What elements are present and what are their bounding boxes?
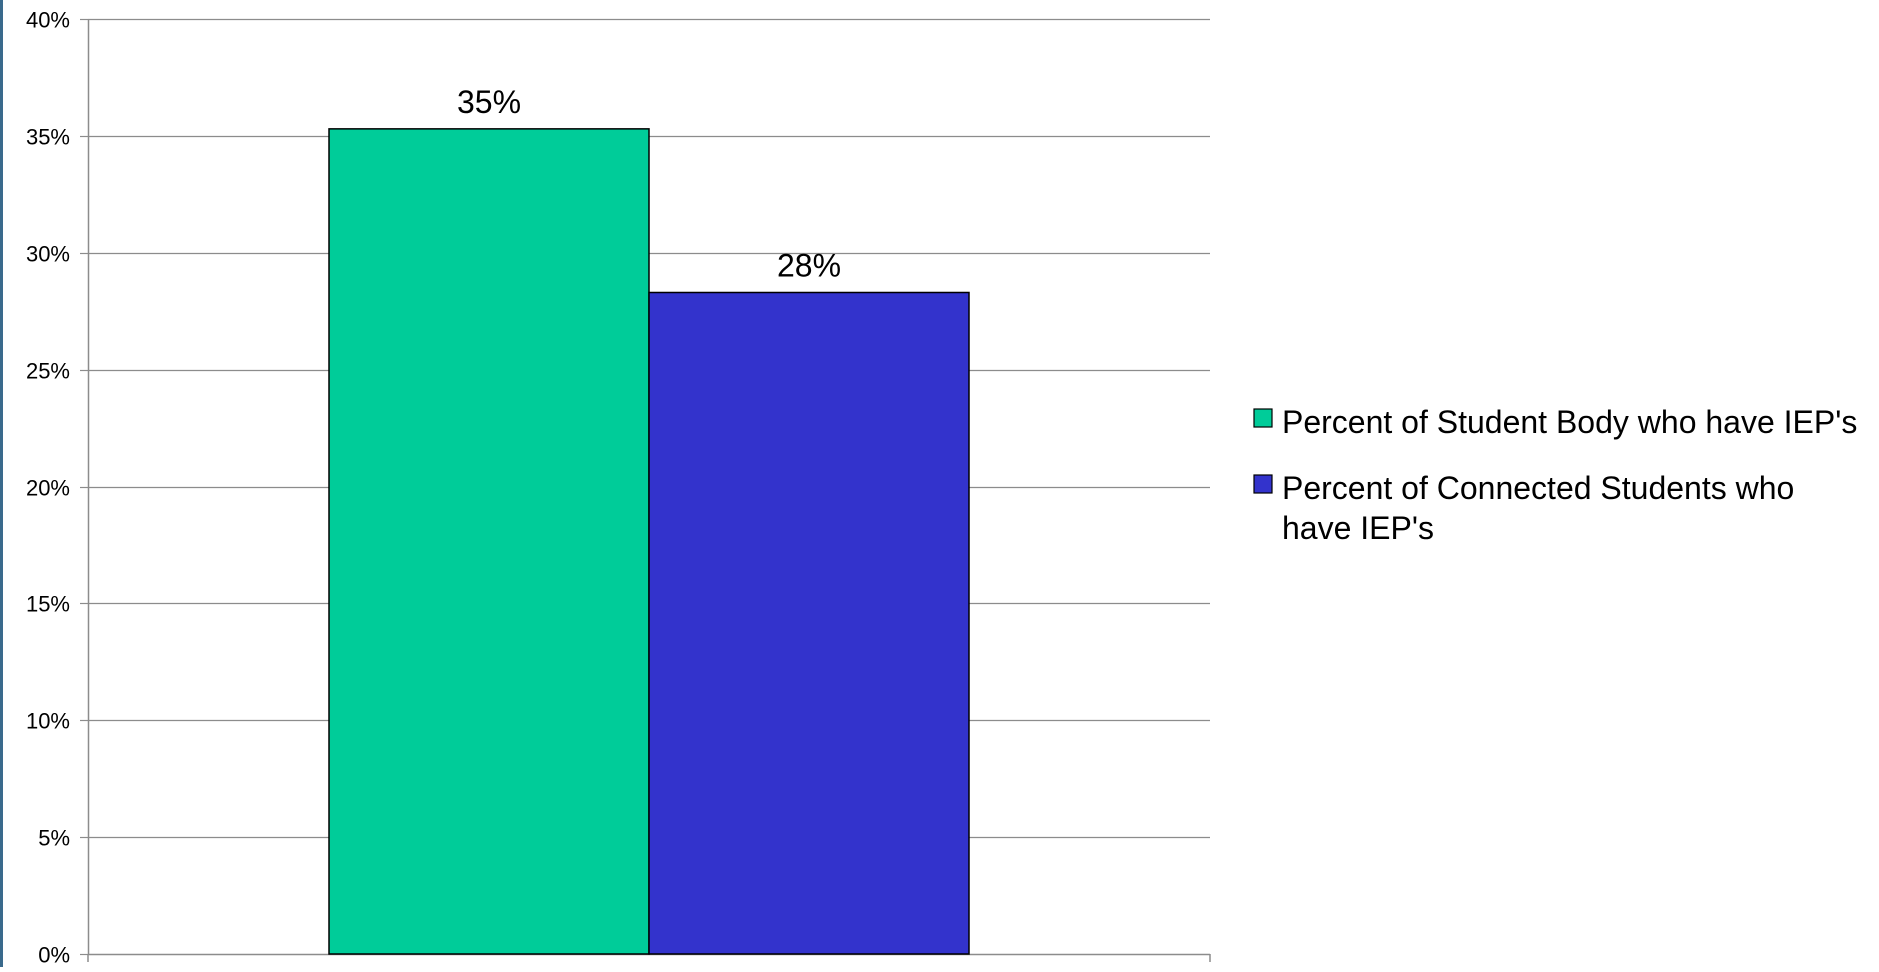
bars: [328, 128, 970, 955]
y-tick-label: 30%: [26, 242, 70, 267]
legend-swatch: [1253, 408, 1273, 428]
left-edge-strip: [0, 0, 3, 967]
y-tick-label: 20%: [26, 476, 70, 501]
y-tick-label: 0%: [38, 943, 70, 968]
bar: [648, 291, 970, 955]
legend-label: Percent of Student Body who have IEP's: [1282, 404, 1857, 440]
y-tick-label: 15%: [26, 592, 70, 617]
y-tick-label: 5%: [38, 826, 70, 851]
data-label: 28%: [777, 247, 841, 283]
legend-swatch: [1253, 474, 1273, 494]
data-label: 35%: [457, 84, 521, 120]
y-tick-label: 25%: [26, 359, 70, 384]
y-tick-label: 40%: [26, 8, 70, 33]
y-tick-labels: 0% 5% 10% 15% 20% 25% 30% 35% 40%: [26, 8, 70, 968]
y-tick-label: 35%: [26, 125, 70, 150]
y-tick-label: 10%: [26, 709, 70, 734]
legend-label: Percent of Connected Students who have IE…: [1282, 470, 1794, 546]
legend-item: Percent of Connected Students who have IE…: [1253, 470, 1794, 546]
bar: [328, 128, 650, 955]
legend-item: Percent of Student Body who have IEP's: [1253, 404, 1857, 440]
data-labels: 35% 28%: [457, 84, 841, 284]
legend: Percent of Student Body who have IEP's Pe…: [1253, 404, 1857, 546]
